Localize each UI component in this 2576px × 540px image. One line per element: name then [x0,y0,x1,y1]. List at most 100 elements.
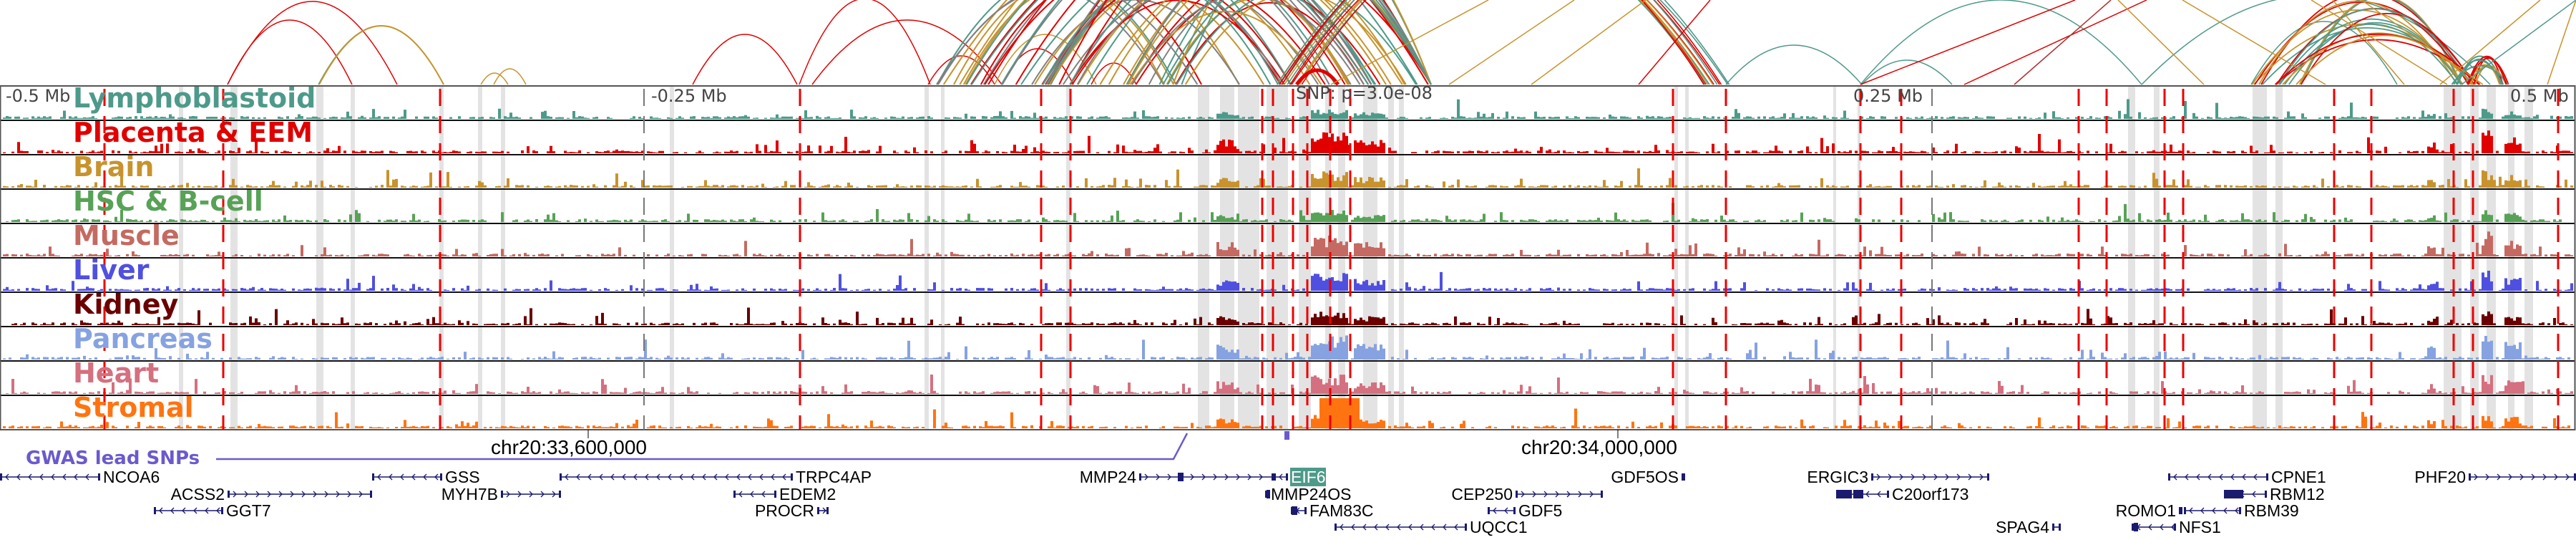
gene-label[interactable]: RBM39 [2244,501,2299,520]
chromatin-loop-arc [227,19,353,85]
chromatin-loop-arc [953,0,1165,85]
signal-bars [3,398,2570,428]
gene-label[interactable]: MMP24 [1080,468,1136,486]
gene-myh7b[interactable]: MYH7B [441,485,561,503]
gene-label[interactable]: NCOA6 [103,468,160,486]
chromatin-loop-arc [1184,0,1407,85]
chromatin-loop-arc [318,25,444,85]
track-label: Brain [73,151,154,183]
exon-block [560,473,562,481]
gene-cpne1[interactable]: CPNE1 [2168,468,2326,486]
gene-label[interactable]: GDF5 [1518,501,1562,520]
gene-label[interactable]: MMP24OS [1271,485,1351,503]
gene-label[interactable]: TRPC4AP [796,468,872,486]
strand-arrow-icon [2173,473,2258,481]
gene-label[interactable]: ROMO1 [2116,501,2176,520]
track-liver [0,271,2575,293]
gene-label[interactable]: PHF20 [2414,468,2466,486]
gene-label[interactable]: EIF6 [1291,468,1326,486]
chromatin-loop-arc [1287,0,1706,85]
exon-block [1871,473,1873,481]
scale-label-0.5: 0.5 Mb [2510,86,2569,106]
track-label: Kidney [73,289,178,320]
gene-ggt7[interactable]: GGT7 [154,501,271,520]
gene-label[interactable]: C20orf173 [1892,485,1968,503]
exon-block [370,491,372,498]
exon-block [2265,491,2267,498]
exon-block [501,491,503,498]
exon-block [2132,524,2134,531]
gene-trpc4ap[interactable]: TRPC4AP [560,468,872,486]
gene-label[interactable]: NFS1 [2179,518,2221,536]
gene-edem2[interactable]: EDEM2 [733,485,836,503]
gene-label[interactable]: ERGIC3 [1807,468,1868,486]
gene-label[interactable]: SPAG4 [1996,518,2049,536]
chromatin-loop-arc [2311,0,2448,85]
gene-gss[interactable]: GSS [372,468,480,486]
gene-ergic3[interactable]: ERGIC3 [1807,468,1989,486]
gene-acss2[interactable]: ACSS2 [171,485,372,503]
gene-label[interactable]: GDF5OS [1611,468,1679,486]
gene-mmp24[interactable]: MMP24 [1080,468,1274,486]
gene-fam83c[interactable]: FAM83C [1291,501,1373,520]
gene-highlight-background [1290,468,1326,486]
gene-procr[interactable]: PROCR [755,501,829,520]
scale-labels: -0.5 Mb -0.25 Mb SNP: p=3.0e-08 0.25 Mb … [6,83,2569,106]
exon-block [2239,507,2241,514]
chromatin-loop-arc [1289,0,1707,85]
exon-block [817,507,819,514]
gene-label[interactable]: ACSS2 [171,485,225,503]
gene-gdf5[interactable]: GDF5 [1488,501,1562,520]
gene-label[interactable]: EDEM2 [779,485,836,503]
chromatin-loop-arc [1176,0,1417,85]
track-label: Heart [73,357,159,389]
strand-arrow-icon [233,491,363,498]
gene-label[interactable]: GSS [445,468,480,486]
strand-arrow-icon [2474,473,2570,481]
chromatin-loop-arc [1099,0,1392,85]
gene-phf20[interactable]: PHF20 [2414,468,2576,486]
gene-c20orf173[interactable]: C20orf173 [1849,485,1968,503]
chromatin-loop-arc [1281,0,1705,85]
gene-romo1[interactable]: ROMO1 [2116,501,2182,520]
gene-label[interactable]: CEP250 [1451,485,1513,503]
gene-gdf5os[interactable]: GDF5OS [1611,468,1685,486]
gene-ncoa6[interactable]: NCOA6 [0,468,160,486]
gene-label[interactable]: CPNE1 [2271,468,2326,486]
gwas-lead-snp-marker[interactable] [1284,431,1289,440]
gene-label[interactable]: MYH7B [441,485,498,503]
chromatin-loop-arc [1069,0,1375,85]
exon-block [2052,524,2054,531]
exon-block [1513,507,1516,514]
gene-label[interactable]: GGT7 [226,501,271,520]
exon-block [1292,506,1297,515]
scale-label-0.25: 0.25 Mb [1853,86,1923,106]
strand-arrow-icon [1521,491,1594,498]
gene-label[interactable]: PROCR [755,501,814,520]
exon-block [1853,490,1863,498]
gene-rbm39[interactable]: RBM39 [2184,501,2299,520]
track-label: HSC & B-cell [73,185,263,217]
chromatin-loop-arc [1131,0,1361,85]
chromatin-loop-arc [2467,55,2507,85]
exon-block [2266,473,2268,481]
exon-block [2179,507,2181,514]
gene-eif6[interactable]: EIF6 [1274,468,1326,486]
chromatin-loop-arc [965,0,1240,85]
track-label: Stromal [73,392,194,423]
exon-block [372,473,374,481]
gene-uqcc1[interactable]: UQCC1 [1335,518,1528,536]
gene-label[interactable]: RBM12 [2270,485,2325,503]
gene-spag4[interactable]: SPAG4 [1996,518,2061,536]
gene-annotation-track: NCOA6 GSS TRPC4AP MMP24 EIF6 GDF5OS ERGIC3 CPNE… [0,468,2576,536]
gene-nfs1[interactable]: NFS1 [2132,518,2221,536]
chromatin-loop-arc [1076,0,1282,85]
gene-cep250[interactable]: CEP250 [1451,485,1603,503]
chromatin-loop-arc [936,0,1199,85]
gene-label[interactable]: FAM83C [1309,501,1373,520]
chromatin-loop-arc [1294,68,1340,86]
chromatin-loop-arc [1330,0,1489,85]
exon-block [2469,473,2471,481]
gene-label[interactable]: UQCC1 [1470,518,1528,536]
chromatin-loop-arc [1042,0,1272,85]
